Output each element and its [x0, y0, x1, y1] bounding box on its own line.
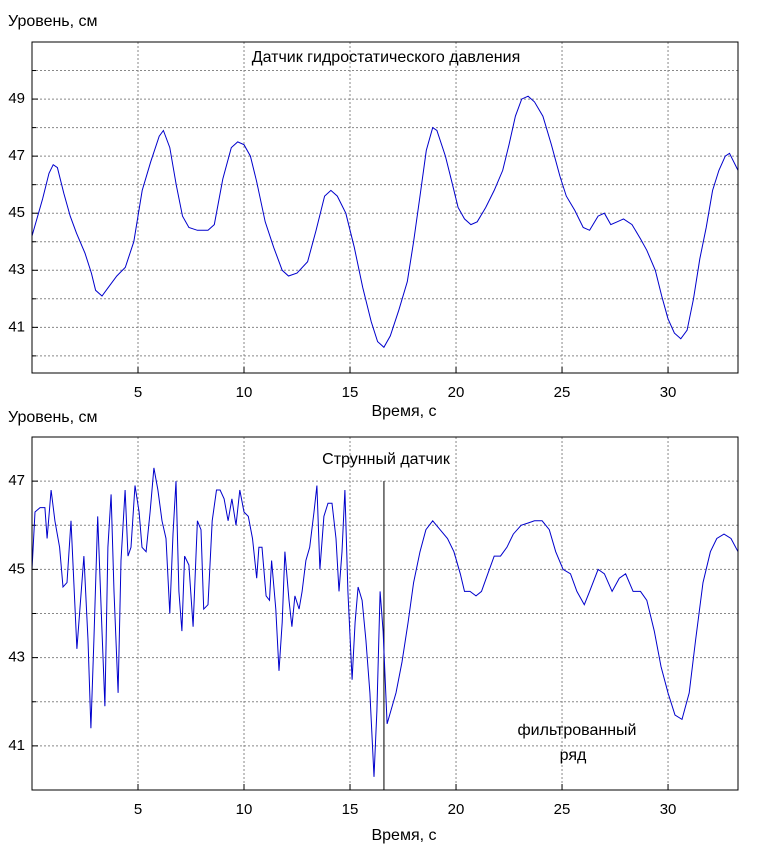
x-tick-label: 10 — [236, 384, 253, 401]
y-axis-label: Уровень, см — [8, 409, 98, 426]
data-line — [31, 467, 739, 777]
x-tick-label: 20 — [448, 801, 465, 818]
y-tick-label: 41 — [8, 737, 25, 754]
chart-title: Датчик гидростатического давления — [252, 49, 520, 66]
data-line — [31, 95, 739, 349]
y-tick-label: 47 — [8, 147, 25, 164]
y-tick-label: 45 — [8, 560, 25, 577]
x-tick-label: 25 — [554, 801, 571, 818]
plot-frame — [31, 41, 739, 374]
y-tick-label: 41 — [8, 318, 25, 335]
y-tick-label: 45 — [8, 204, 25, 221]
y-tick-label: 43 — [8, 649, 25, 666]
x-tick-label: 30 — [660, 801, 677, 818]
plot-frame — [31, 436, 739, 791]
x-tick-label: 10 — [236, 801, 253, 818]
chart-title: Струнный датчик — [322, 451, 451, 468]
x-axis-label: Время, с — [371, 827, 436, 844]
x-tick-label: 5 — [134, 384, 142, 401]
x-tick-label: 15 — [342, 801, 359, 818]
x-axis-label: Время, с — [371, 403, 436, 420]
x-tick-label: 5 — [134, 801, 142, 818]
y-axis-label: Уровень, см — [8, 13, 98, 30]
annotation: фильтрованный — [518, 722, 637, 739]
x-tick-label: 20 — [448, 384, 465, 401]
y-tick-label: 47 — [8, 472, 25, 489]
x-tick-label: 25 — [554, 384, 571, 401]
y-tick-label: 49 — [8, 90, 25, 107]
annotation: ряд — [560, 747, 587, 764]
y-tick-label: 43 — [8, 261, 25, 278]
x-tick-label: 30 — [660, 384, 677, 401]
x-tick-label: 15 — [342, 384, 359, 401]
